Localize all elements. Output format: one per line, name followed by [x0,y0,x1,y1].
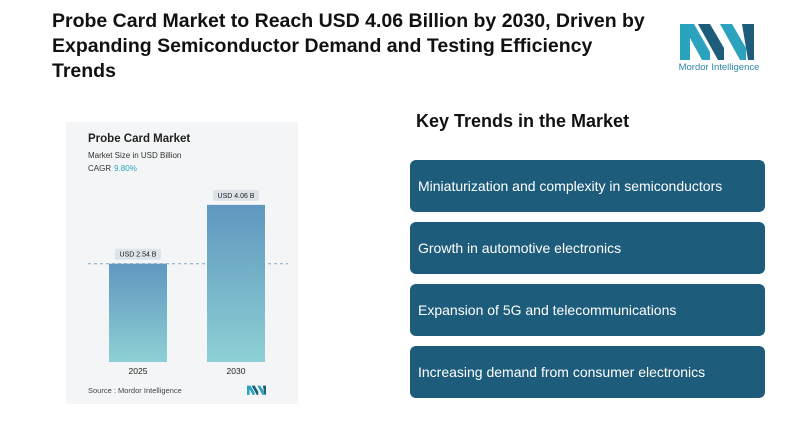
cagr-value: 9.80% [114,164,137,173]
chart-subtitle: Market Size in USD Billion [88,151,182,160]
trend-item: Increasing demand from consumer electron… [410,346,765,398]
x-tick-label: 2030 [227,366,246,376]
bar-2025 [109,263,167,362]
cagr-label: CAGR [88,164,112,173]
data-label-background [213,189,259,201]
mordor-intelligence-logo-icon [680,24,754,60]
trend-item: Growth in automotive electronics [410,222,765,274]
trend-item: Miniaturization and complexity in semico… [410,160,765,212]
data-label-background [115,248,161,260]
x-tick-label: 2025 [129,366,148,376]
chart-card: USD 2.54 B 2025 USD 4.06 B 2030 Probe Card … [66,122,298,404]
key-trends-title: Key Trends in the Market [416,111,630,131]
chart-title: Probe Card Market [88,133,191,145]
bar-2030 [207,204,265,362]
logo-text: Mordor Intelligence [678,62,760,73]
chart-source: Source : Mordor Intelligence [88,386,182,395]
trend-item: Expansion of 5G and telecommunications [410,284,765,336]
data-label: USD 2.54 B [120,252,157,259]
cagr-line: CAGR 9.80% [88,164,137,173]
bar-chart: USD 2.54 B 2025 USD 4.06 B 2030 [88,189,288,376]
brand-logo: Mordor Intelligence [676,22,762,74]
data-label: USD 4.06 B [218,193,255,200]
headline: Probe Card Market to Reach USD 4.06 Bill… [52,10,645,82]
mordor-intelligence-small-logo-icon [247,385,266,395]
